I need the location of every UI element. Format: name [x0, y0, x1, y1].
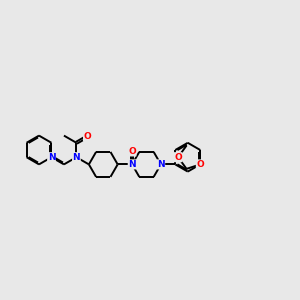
Text: N: N [73, 153, 80, 162]
Text: O: O [83, 132, 91, 141]
Text: O: O [128, 147, 136, 156]
Text: O: O [196, 160, 204, 169]
Text: N: N [128, 160, 136, 169]
Text: N: N [157, 160, 165, 169]
Text: O: O [174, 153, 182, 162]
Text: N: N [48, 153, 55, 162]
